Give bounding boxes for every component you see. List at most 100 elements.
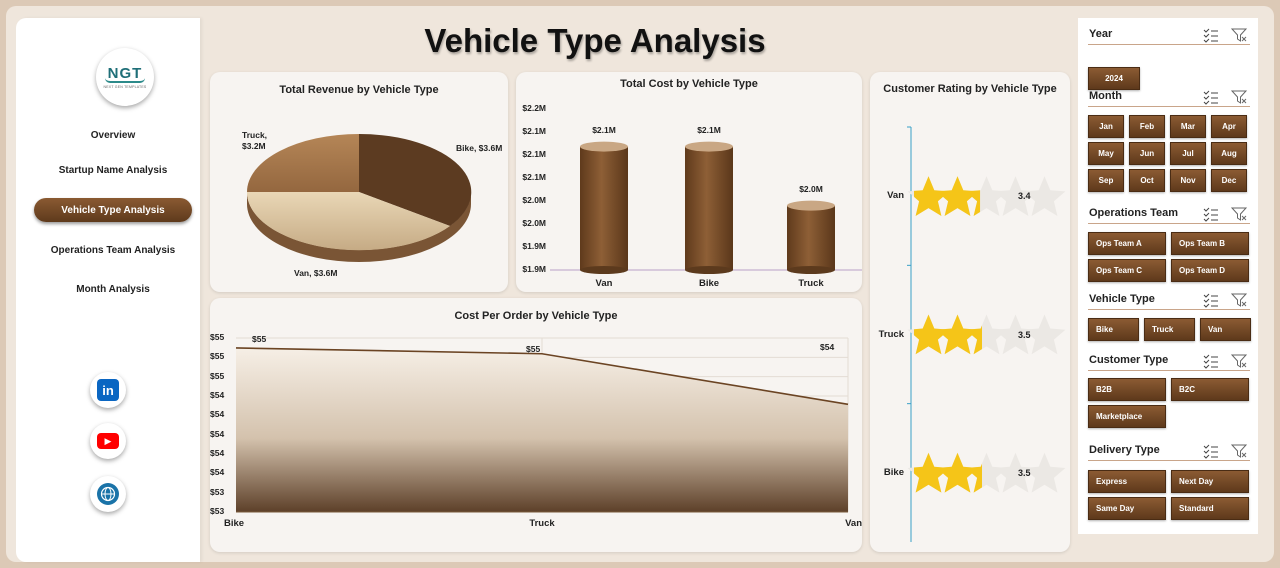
y-tick-label: $1.9M — [522, 264, 546, 274]
chart-title: Cost Per Order by Vehicle Type — [454, 310, 618, 322]
slicer-button-feb[interactable]: Feb — [1129, 115, 1165, 138]
nav-item-overview[interactable]: Overview — [90, 129, 136, 141]
clear-filter-icon[interactable] — [1230, 292, 1248, 308]
y-tick-label: $54 — [210, 390, 225, 400]
slicer-button-may[interactable]: May — [1088, 142, 1124, 165]
multi-select-icon[interactable] — [1203, 206, 1219, 222]
star-filled-icon — [965, 190, 981, 216]
slicer-button-aug[interactable]: Aug — [1211, 142, 1247, 165]
multi-select-icon[interactable] — [1203, 353, 1219, 369]
star-filled-icon — [936, 314, 979, 355]
cost-bar-panel: Total Cost by Vehicle Type $2.2M $2.1M $2.… — [516, 72, 862, 292]
star-empty-icon — [994, 452, 1037, 493]
area-line — [235, 347, 849, 406]
nav-item-startup-name-analysis[interactable]: Startup Name Analysis — [58, 164, 168, 176]
nav-item-operations-team-analysis[interactable]: Operations Team Analysis — [50, 244, 176, 256]
slicer-button-nov[interactable]: Nov — [1170, 169, 1206, 192]
pie-label-bike: Bike, $3.6M — [456, 143, 503, 153]
clear-filter-icon[interactable] — [1230, 89, 1248, 105]
x-tick-label: Van — [595, 278, 613, 289]
x-tick-label: Van — [845, 518, 862, 529]
slicer-button-ops-team-c[interactable]: Ops Team C — [1088, 259, 1166, 282]
slicer-button-b2c[interactable]: B2C — [1171, 378, 1249, 401]
youtube-button[interactable]: ▶ — [90, 423, 126, 459]
slicer-button-same-day[interactable]: Same Day — [1088, 497, 1166, 520]
multi-select-icon[interactable] — [1203, 443, 1219, 459]
slicer-button-oct[interactable]: Oct — [1129, 169, 1165, 192]
slicer-button-jul[interactable]: Jul — [1170, 142, 1206, 165]
y-tick-label: $54 — [210, 409, 225, 420]
slicer-button-apr[interactable]: Apr — [1211, 115, 1247, 138]
bar-van — [580, 146, 628, 270]
slicer-button-sep[interactable]: Sep — [1088, 169, 1124, 192]
slicer-button-jan[interactable]: Jan — [1088, 115, 1124, 138]
multi-select-icon[interactable] — [1203, 27, 1219, 43]
revenue-pie-panel: Total Revenue by Vehicle Type Truck, $3.… — [210, 72, 508, 292]
slicer-button-truck[interactable]: Truck — [1144, 318, 1195, 341]
x-tick-label: Bike — [698, 278, 720, 289]
bar-cap — [580, 141, 628, 152]
slicer-button-mar[interactable]: Mar — [1170, 115, 1206, 138]
bar-data-label: $2.1M — [697, 124, 721, 135]
y-tick-label: $53 — [210, 506, 225, 516]
slicer-button-marketplace[interactable]: Marketplace — [1088, 405, 1166, 428]
y-tick-label: $55 — [210, 332, 225, 342]
y-tick-label: $2.0M — [522, 195, 546, 205]
slicer-button-jun[interactable]: Jun — [1129, 142, 1165, 165]
pie-slice-van — [246, 192, 450, 251]
pie-label-truck-name: Truck, — [242, 130, 268, 140]
y-tick-label: $54 — [210, 448, 225, 458]
star-filled-icon — [936, 176, 979, 216]
y-tick-label: $2.2M — [522, 103, 546, 113]
slicer-button-van[interactable]: Van — [1200, 318, 1251, 341]
nav-item-month-analysis[interactable]: Month Analysis — [76, 283, 150, 295]
y-tick-label: $1.9M — [522, 241, 546, 251]
clear-filter-icon[interactable] — [1230, 27, 1248, 43]
slicer-button-next-day[interactable]: Next Day — [1171, 470, 1249, 493]
chart-title: Total Cost by Vehicle Type — [620, 78, 758, 90]
slicer-button-b2b[interactable]: B2B — [1088, 378, 1166, 401]
bar-bike — [685, 146, 733, 270]
slicer-title: Vehicle Type — [1089, 293, 1155, 305]
slicer-button-2024[interactable]: 2024 — [1088, 67, 1140, 90]
x-tick-label: Truck — [798, 278, 824, 289]
logo: NGT NEXT GEN TEMPLATES — [96, 48, 154, 106]
youtube-icon: ▶ — [97, 433, 119, 449]
rating-category-label: Truck — [878, 328, 904, 340]
slicer-button-ops-team-a[interactable]: Ops Team A — [1088, 232, 1166, 255]
y-tick-label: $55 — [210, 351, 225, 362]
multi-select-icon[interactable] — [1203, 89, 1219, 105]
x-tick-label: Truck — [529, 518, 555, 529]
y-tick-label: $55 — [210, 370, 225, 381]
rating-value-label: 3.5 — [1018, 467, 1031, 478]
y-tick-label: $2.1M — [522, 172, 546, 182]
nav-item-vehicle-type-analysis[interactable]: Vehicle Type Analysis — [34, 198, 192, 222]
multi-select-icon[interactable] — [1203, 292, 1219, 308]
bar-data-label: $2.0M — [799, 183, 823, 194]
slicer-button-bike[interactable]: Bike — [1088, 318, 1139, 341]
clear-filter-icon[interactable] — [1230, 443, 1248, 459]
bar-base — [787, 266, 835, 274]
slicer-button-ops-team-d[interactable]: Ops Team D — [1171, 259, 1249, 282]
slicer-button-express[interactable]: Express — [1088, 470, 1166, 493]
clear-filter-icon[interactable] — [1230, 353, 1248, 369]
chart-title: Customer Rating by Vehicle Type — [883, 83, 1057, 95]
slicer-button-dec[interactable]: Dec — [1211, 169, 1247, 192]
star-filled-icon — [965, 325, 983, 355]
slicer-button-standard[interactable]: Standard — [1171, 497, 1249, 520]
slicer-button-ops-team-b[interactable]: Ops Team B — [1171, 232, 1249, 255]
pie-label-truck-value: $3.2M — [242, 141, 266, 151]
pie-slice-bike — [359, 133, 472, 226]
linkedin-icon: in — [97, 379, 119, 401]
slicer-header-month: Month — [1088, 89, 1250, 107]
page-title: Vehicle Type Analysis — [424, 22, 766, 59]
area-data-label: $55 — [252, 333, 267, 344]
clear-filter-icon[interactable] — [1230, 206, 1248, 222]
logo-text: NGT — [107, 64, 143, 82]
y-tick-label: $54 — [210, 428, 225, 439]
linkedin-button[interactable]: in — [90, 372, 126, 408]
bar-cap — [685, 141, 733, 152]
website-button[interactable] — [90, 476, 126, 512]
slicer-header-ops-team: Operations Team — [1088, 206, 1250, 224]
logo-subtitle: NEXT GEN TEMPLATES — [103, 84, 147, 89]
